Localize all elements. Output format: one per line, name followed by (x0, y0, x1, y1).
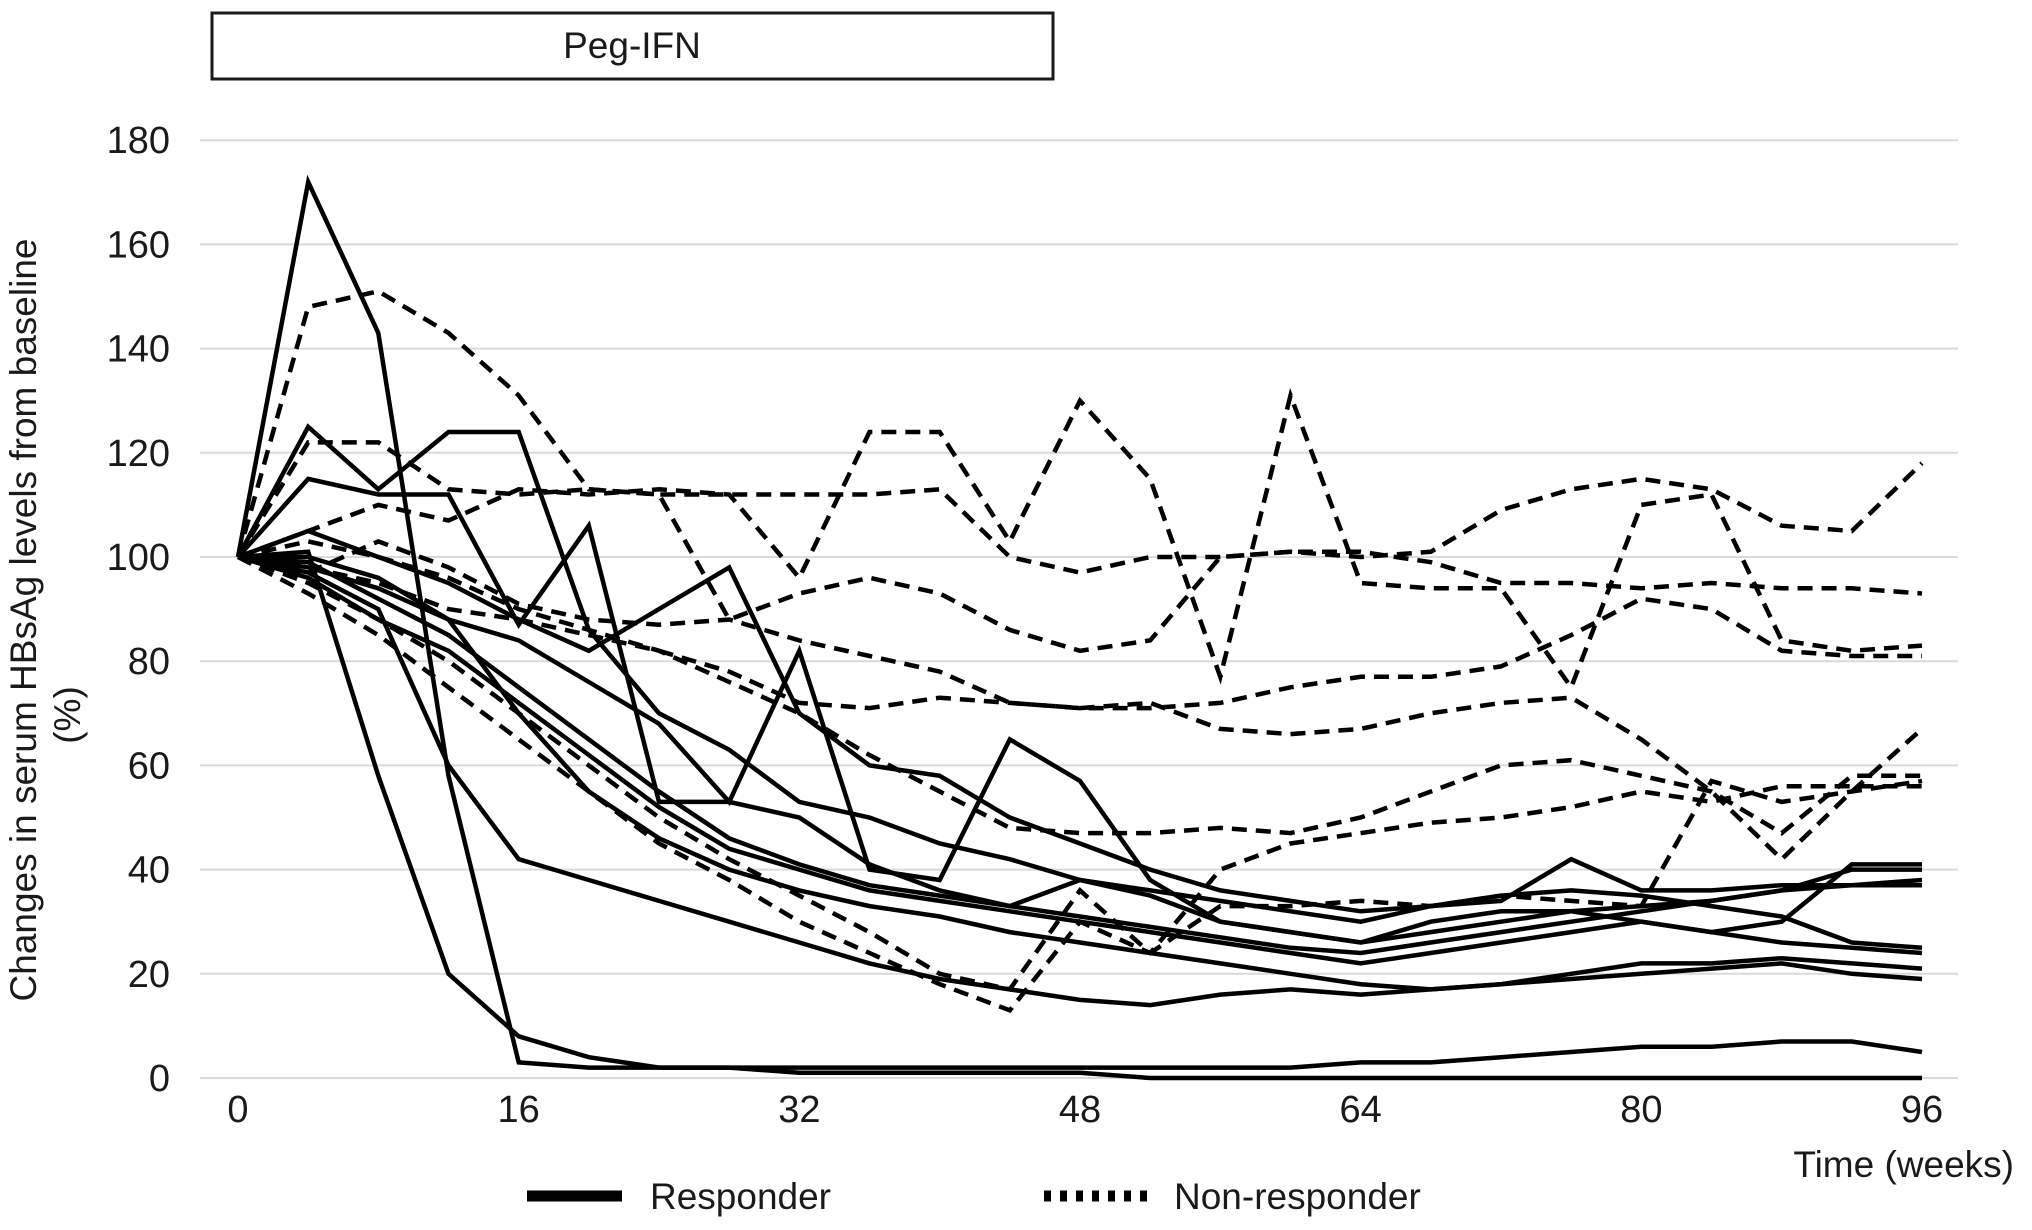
non-responder-line (237, 538, 1922, 711)
y-axis-tick-labels: 0 20 40 60 80 100 120 140 160 180 (107, 120, 170, 1100)
gridlines (200, 139, 1958, 1079)
y-tick-label: 180 (107, 120, 170, 162)
treatment-period-box: Peg-IFN (210, 11, 1055, 81)
series-lines (235, 174, 1924, 1081)
responder-line (237, 554, 1923, 1008)
y-axis-title: Changes in serum HBsAg levels from basel… (3, 239, 44, 1002)
x-tick-label: 80 (1620, 1089, 1662, 1131)
responder-line (237, 554, 1922, 956)
non-responder-line (235, 288, 1924, 575)
x-axis-tick-labels: 0 16 32 48 64 80 96 (227, 1089, 1943, 1131)
non-responder-line (236, 440, 1923, 654)
y-tick-label: 0 (149, 1058, 170, 1100)
non-responder-line (237, 554, 1924, 863)
x-tick-label: 0 (227, 1089, 248, 1131)
y-tick-label: 40 (128, 850, 170, 892)
non-responder-line (237, 539, 1922, 836)
y-axis-units: (%) (47, 686, 88, 744)
non-responder-line (237, 554, 1923, 992)
y-tick-label: 100 (107, 537, 170, 579)
x-tick-label: 16 (498, 1089, 540, 1131)
x-tick-label: 96 (1901, 1089, 1943, 1131)
responder-line (235, 174, 1922, 1081)
legend-responder-label: Responder (650, 1176, 831, 1217)
x-tick-label: 32 (778, 1089, 820, 1131)
non-responder-line (236, 555, 1922, 1013)
legend: Responder Non-responder (527, 1176, 1421, 1217)
y-tick-label: 80 (128, 641, 170, 683)
responder-line (237, 549, 1923, 1070)
x-tick-label: 48 (1059, 1089, 1101, 1131)
y-tick-label: 60 (128, 745, 170, 787)
x-tick-label: 64 (1340, 1089, 1382, 1131)
y-tick-label: 120 (107, 433, 170, 475)
y-tick-label: 20 (128, 954, 170, 996)
y-tick-label: 140 (107, 329, 170, 371)
peg-ifn-label: Peg-IFN (563, 25, 701, 66)
responder-line (237, 554, 1922, 945)
peg-ifn-box (210, 11, 1055, 81)
legend-non-responder-label: Non-responder (1174, 1176, 1421, 1217)
non-responder-line (237, 387, 1923, 693)
x-axis-title: Time (weeks) (1793, 1144, 2014, 1185)
y-tick-label: 160 (107, 224, 170, 266)
